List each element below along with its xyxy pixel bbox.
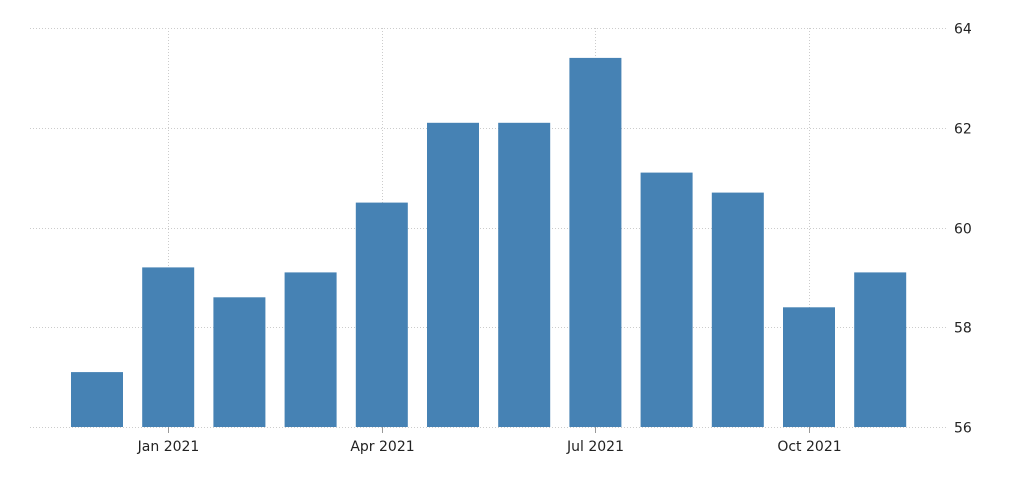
bar-jun-2021[interactable] [498, 122, 551, 428]
y-tick-label: 56 [954, 421, 972, 437]
y-tick-label: 58 [954, 321, 972, 337]
bar-mar-2021[interactable] [284, 272, 337, 427]
y-tick-label: 64 [954, 22, 972, 38]
bar-aug-2021[interactable] [640, 172, 693, 427]
bar-nov-2021[interactable] [854, 272, 907, 427]
y-tick-label: 62 [954, 122, 972, 138]
bar-may-2021[interactable] [427, 122, 479, 428]
axes: 56 58 60 62 64 Jan 2021 Apr 2021 Jul 2021 Oct 20… [137, 22, 972, 456]
y-tick-label: 60 [954, 222, 972, 238]
bar-feb-2021[interactable] [213, 297, 266, 427]
bar-dec-2020[interactable] [71, 372, 123, 427]
bar-apr-2021[interactable] [355, 202, 408, 427]
bars [71, 57, 907, 428]
x-tick-label: Oct 2021 [777, 439, 841, 455]
bar-oct-2021[interactable] [783, 307, 835, 427]
bar-jul-2021[interactable] [569, 57, 622, 428]
x-tick-label: Jan 2021 [137, 439, 200, 455]
x-tick-label: Apr 2021 [350, 439, 414, 455]
x-tick-label: Jul 2021 [566, 439, 624, 455]
bar-sep-2021[interactable] [711, 192, 764, 427]
bar-jan-2021[interactable] [142, 267, 195, 427]
